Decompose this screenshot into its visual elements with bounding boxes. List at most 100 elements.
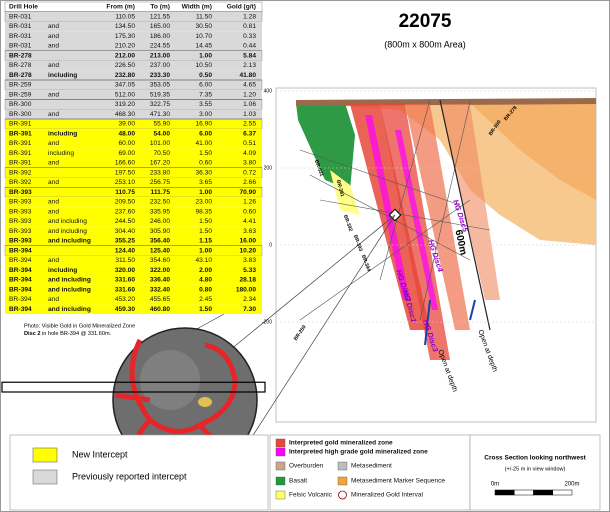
- legend-label: Previously reported intercept: [72, 471, 187, 481]
- drill-hole: BR-031: [9, 13, 32, 20]
- qualifier: including: [48, 267, 77, 274]
- table-row: [5, 216, 262, 227]
- cell-from: 253.10: [115, 179, 136, 186]
- cell-gold: 4.41: [243, 218, 256, 225]
- drill-hole: BR-391: [9, 150, 32, 157]
- qualifier: and: [48, 23, 59, 30]
- cell-from: 320.00: [115, 267, 136, 274]
- cell-to: 336.40: [150, 277, 171, 284]
- drill-hole: BR-259: [9, 82, 32, 89]
- qualifier: and: [48, 208, 59, 215]
- cell-gold: 0.44: [243, 43, 256, 50]
- drill-hole: BR-278: [9, 72, 32, 79]
- cell-to: 460.80: [150, 306, 171, 313]
- qualifier: and: [48, 199, 59, 206]
- cell-to: 354.60: [150, 257, 171, 264]
- visible-gold: [198, 397, 212, 407]
- cell-gold: 1.26: [243, 199, 256, 206]
- column-header: From (m): [106, 4, 135, 11]
- hole-label: BR-391: [335, 179, 345, 197]
- photo-note-text: in hole BR-394 @ 331.60m.: [42, 331, 112, 337]
- qualifier: and: [48, 140, 59, 147]
- highlight-box: [1, 381, 266, 393]
- cell-width: 11.50: [196, 13, 212, 20]
- cell-gold: 5.33: [243, 267, 256, 274]
- drill-hole: BR-031: [9, 33, 32, 40]
- table-row: [5, 255, 262, 266]
- drill-hole: BR-300: [9, 101, 32, 108]
- qualifier: and: [48, 296, 59, 303]
- cell-gold: 180.00: [236, 286, 257, 293]
- cell-width: 36.30: [195, 169, 212, 176]
- qualifier: and: [48, 91, 59, 98]
- cell-to: 54.00: [153, 130, 170, 137]
- cell-to: 237.00: [150, 62, 171, 69]
- drill-hole: BR-393: [9, 208, 32, 215]
- cell-to: 232.50: [150, 199, 171, 206]
- cell-to: 356.40: [150, 238, 171, 245]
- table-row: [5, 60, 262, 71]
- legend-label: Overburden: [289, 463, 324, 470]
- scale-bar: [533, 489, 553, 496]
- gold-zone: [440, 104, 500, 300]
- cell-gold: 0.51: [243, 140, 256, 147]
- cell-gold: 10.20: [239, 247, 256, 254]
- high-grade-zone: [395, 130, 438, 310]
- elevation-label: -200: [262, 319, 272, 325]
- drill-hole: [319, 199, 491, 231]
- cell-gold: 70.90: [239, 189, 256, 196]
- cell-to: 121.55: [150, 13, 171, 20]
- cell-to: 471.30: [150, 111, 171, 118]
- qualifier: and: [48, 33, 59, 40]
- legend-swatch: [275, 461, 286, 471]
- cell-gold: 4.65: [243, 82, 256, 89]
- cell-gold: 1.28: [243, 13, 256, 20]
- qualifier: and including: [48, 218, 87, 225]
- qualifier: and: [48, 160, 59, 167]
- column-header: To (m): [150, 4, 170, 11]
- scale-bar: [552, 489, 573, 496]
- cell-from: 166.60: [115, 160, 136, 167]
- drill-hole: BR-393: [9, 218, 32, 225]
- elevation-label: 200: [264, 165, 273, 171]
- cell-from: 468.30: [115, 111, 136, 118]
- cell-from: 110.05: [115, 13, 135, 20]
- cell-to: 213.00: [150, 52, 171, 59]
- qualifier: and: [48, 179, 59, 186]
- drill-hole: BR-300: [9, 111, 32, 118]
- cell-width: 1.50: [199, 150, 212, 157]
- table-row: [5, 158, 262, 168]
- drill-hole: BR-394: [9, 286, 32, 293]
- qualifier: and including: [48, 228, 87, 235]
- legend-swatch: [275, 476, 286, 486]
- table-row: [5, 21, 262, 32]
- cell-width: 3.65: [199, 179, 212, 186]
- cell-from: 347.05: [115, 82, 136, 89]
- cell-gold: 5.84: [243, 52, 256, 59]
- cell-from: 244.50: [115, 218, 136, 225]
- legend-swatch: [275, 447, 286, 457]
- cell-gold: 41.80: [239, 72, 256, 79]
- cell-width: 0.60: [199, 160, 212, 167]
- cell-width: 3.55: [199, 101, 212, 108]
- elevation-label: 0: [269, 242, 272, 248]
- drill-hole: BR-391: [9, 121, 32, 128]
- drill-hole: [299, 149, 461, 206]
- cell-to: 233.30: [150, 72, 171, 79]
- cell-to: 305.90: [150, 228, 171, 235]
- legend-swatch: [337, 476, 348, 486]
- cell-width: 2.45: [199, 296, 212, 303]
- drill-hole: BR-394: [9, 247, 32, 254]
- cell-to: 55.90: [153, 121, 170, 128]
- callout-line: [229, 214, 396, 351]
- legend-label: Metasediment: [351, 463, 392, 470]
- cell-width: 43.10: [195, 257, 212, 264]
- cell-gold: 0.60: [243, 208, 256, 215]
- cell-gold: 2.55: [243, 121, 256, 128]
- cell-from: 69.00: [118, 150, 135, 157]
- table-row: [5, 70, 262, 80]
- cell-from: 311.50: [115, 257, 135, 264]
- drill-hole: BR-031: [9, 23, 32, 30]
- cell-gold: 1.20: [243, 91, 256, 98]
- cell-gold: 2.34: [243, 296, 256, 303]
